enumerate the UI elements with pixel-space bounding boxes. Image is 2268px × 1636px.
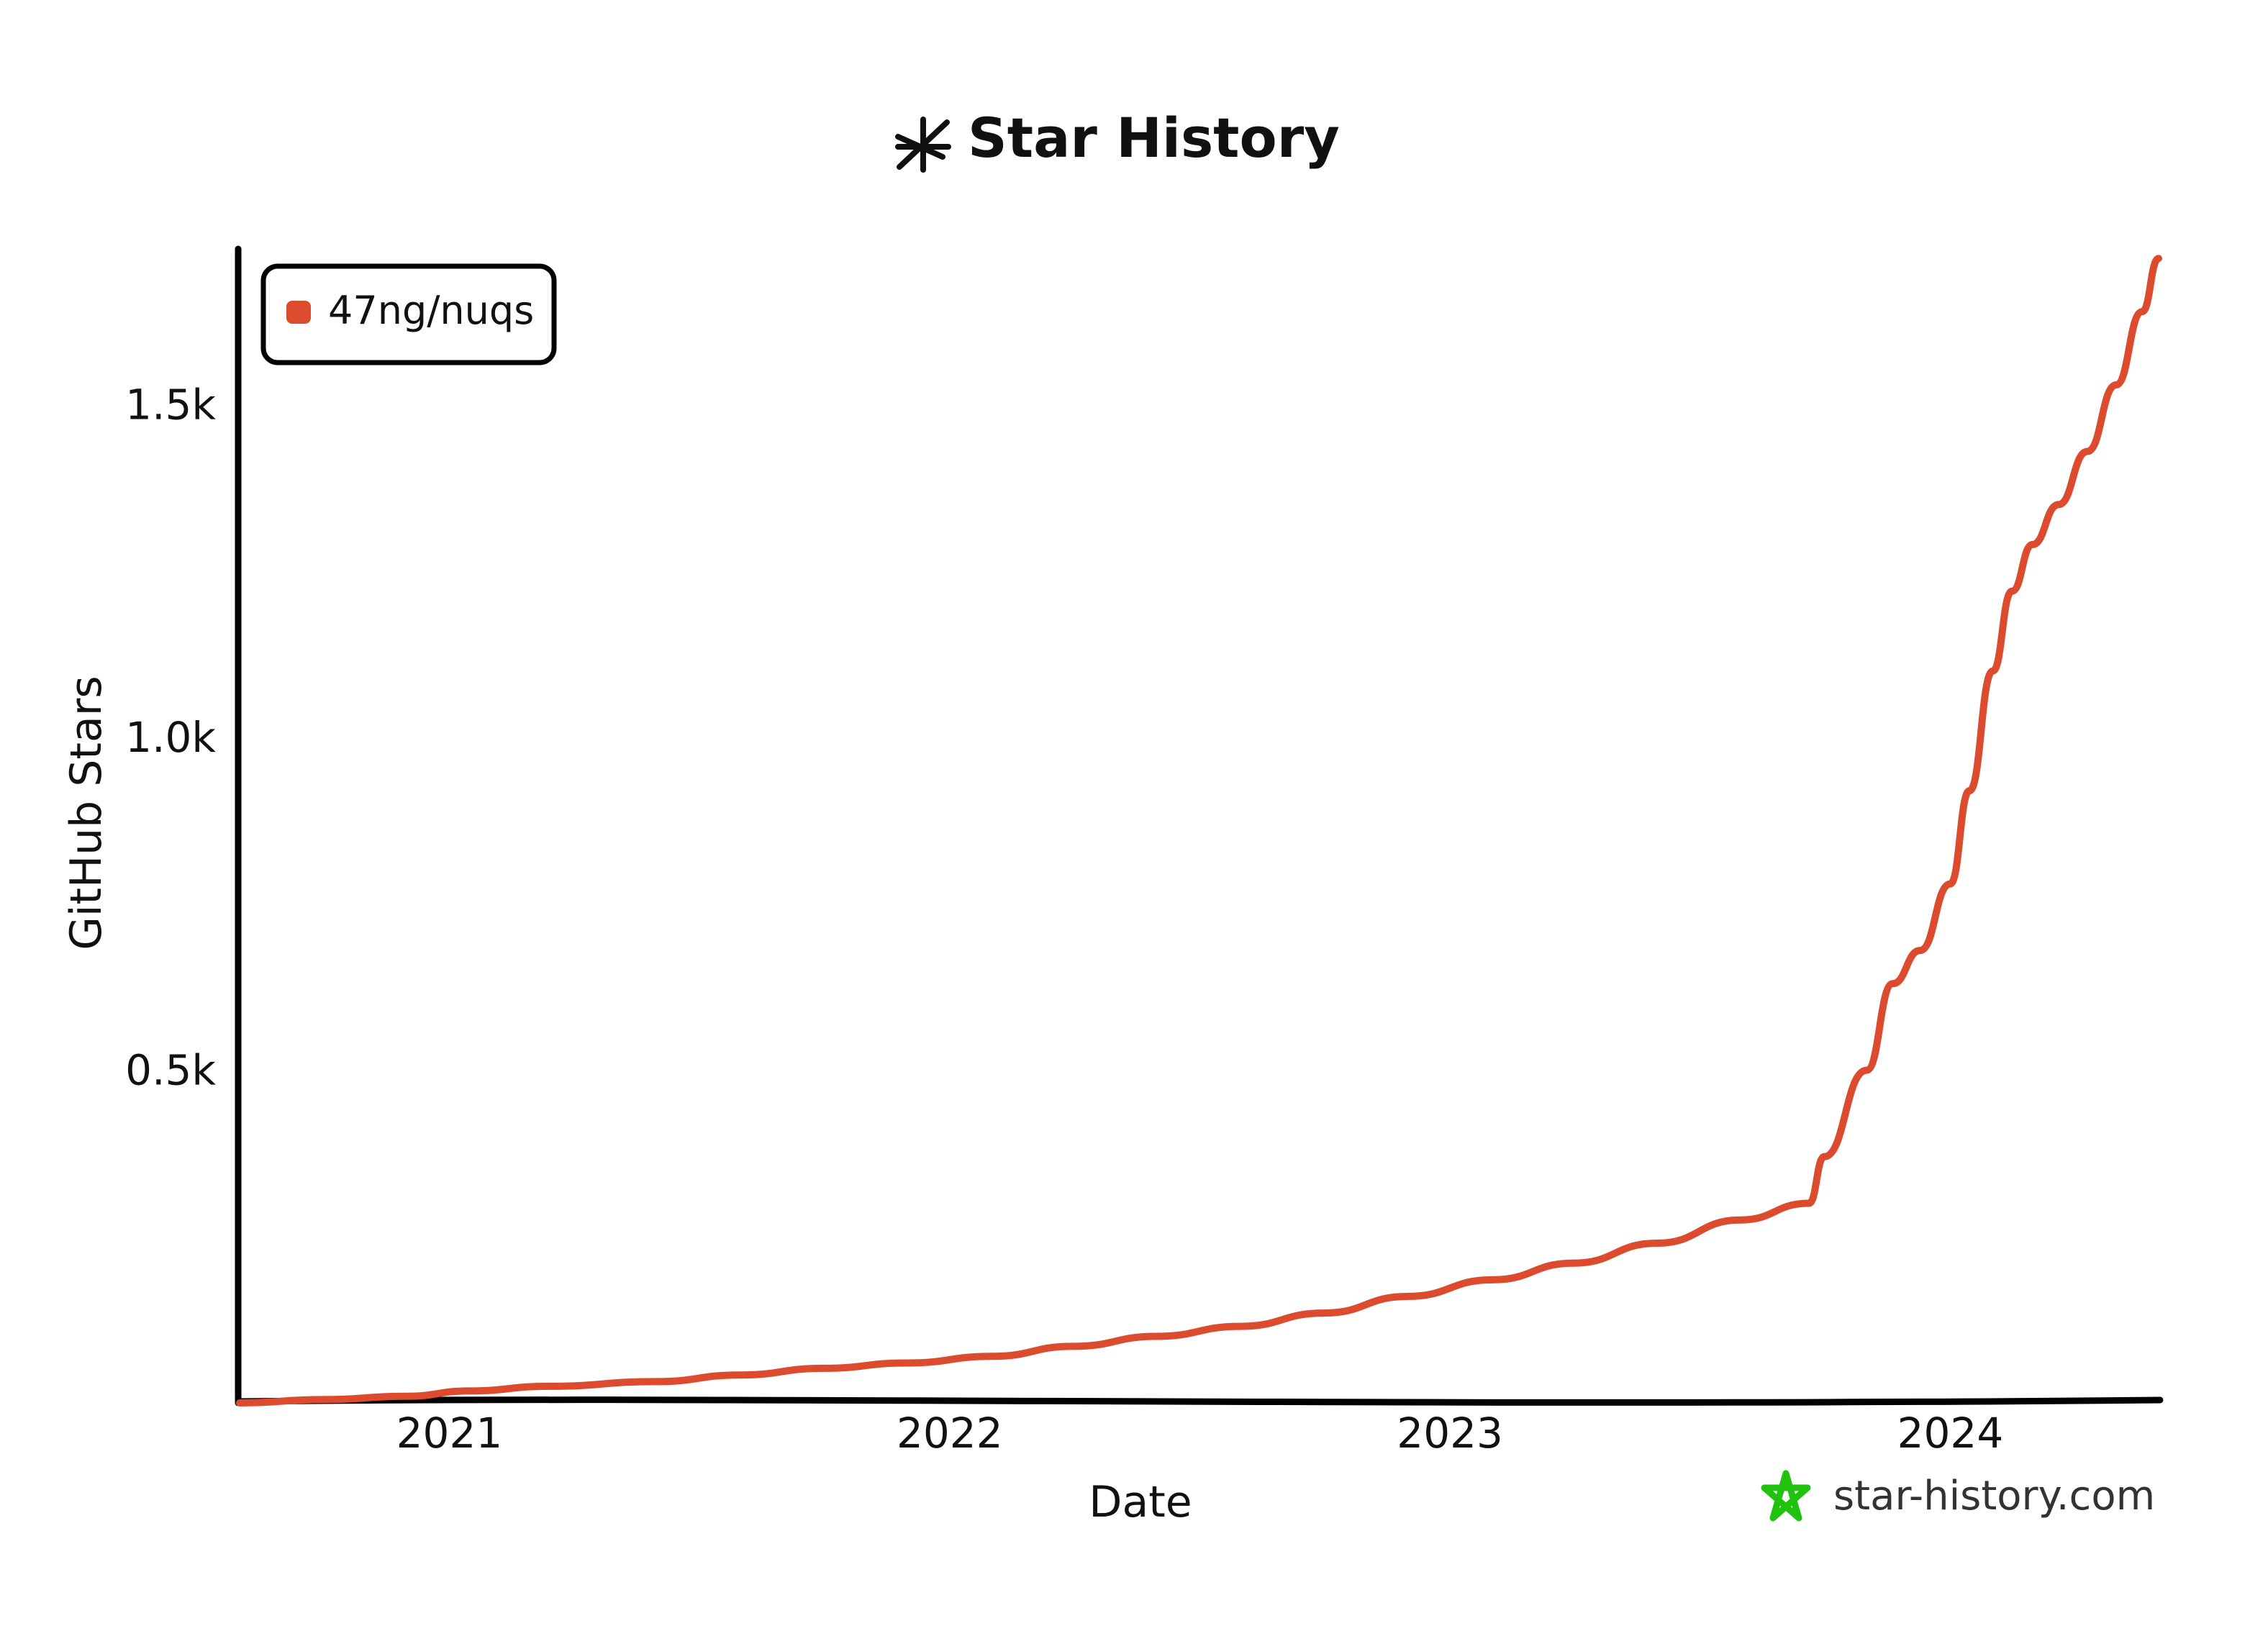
legend-swatch <box>286 301 311 324</box>
legend-box <box>260 263 557 365</box>
y-tick-label: 1.0k <box>125 713 216 762</box>
y-axis-line <box>234 245 242 1406</box>
y-axis-ticks: 0.5k 1.0k 1.5k <box>125 381 216 1095</box>
y-tick-label: 1.5k <box>125 381 216 430</box>
x-axis-label: Date <box>1089 1477 1192 1527</box>
x-tick-label: 2023 <box>1397 1409 1503 1458</box>
chart-title: Star History <box>895 106 1340 173</box>
chart-title-text: Star History <box>968 106 1340 170</box>
x-axis-ticks: 2021 2022 2023 2024 <box>396 1409 2004 1458</box>
x-tick-label: 2024 <box>1897 1409 2004 1458</box>
star-logo-icon <box>1761 1470 1811 1522</box>
legend: 47ng/nuqs <box>260 263 557 365</box>
x-tick-label: 2021 <box>396 1409 503 1458</box>
y-tick-label: 0.5k <box>125 1046 216 1095</box>
watermark-text: star-history.com <box>1833 1473 2155 1519</box>
series-layer <box>236 255 2162 1406</box>
legend-series-label: 47ng/nuqs <box>328 288 534 333</box>
y-axis-label: GitHub Stars <box>61 676 112 950</box>
x-axis-line <box>235 1396 2164 1406</box>
x-tick-label: 2022 <box>897 1409 1003 1458</box>
watermark: star-history.com <box>1761 1470 2155 1522</box>
series-line <box>236 255 2162 1406</box>
star-history-logo-icon <box>895 117 951 173</box>
